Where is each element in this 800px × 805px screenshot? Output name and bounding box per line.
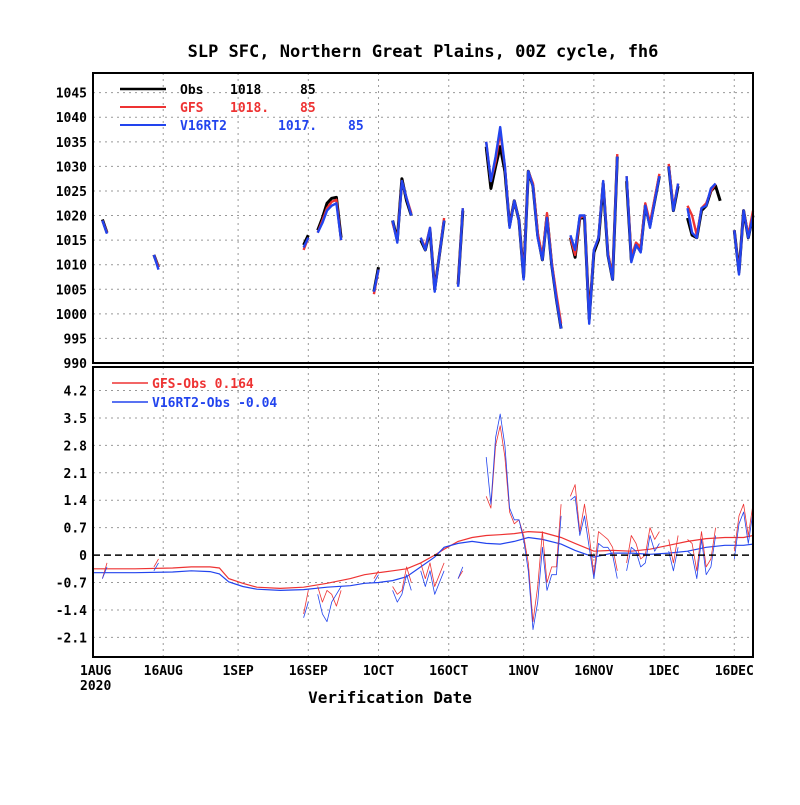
- x-tick-label: 16SEP: [289, 664, 328, 679]
- bottom-series-line-gfs-obs-daily: [317, 586, 342, 607]
- bottom-plot: -2.1 -1.4 -0.7 0 0.7 1.4 2.1 2.8 3.5 4.2 GFS-Obs …: [56, 366, 754, 694]
- bottom-y-tick-label: 0: [79, 549, 87, 564]
- chart-title: SLP SFC, Northern Great Plains, 00Z cycl…: [188, 42, 659, 62]
- top-y-tick-label: 1035: [56, 136, 87, 151]
- top-y-tick-label: 1005: [56, 283, 87, 298]
- x-tick-label: 1DEC: [648, 664, 679, 679]
- top-y-tick-label: 1030: [56, 160, 87, 175]
- bottom-y-tick-label: -2.1: [56, 631, 87, 646]
- x-tick-label: 1AUG: [80, 664, 111, 679]
- bottom-series-line-v16rt2-obs-daily: [668, 547, 679, 572]
- x-tick-label: 16DEC: [715, 664, 754, 679]
- top-series-line-v16rt2: [152, 254, 160, 270]
- bottom-series-line-v16rt2-obs-running-mean: [93, 536, 754, 592]
- bottom-series-line-gfs-obs-daily: [570, 484, 618, 576]
- legend-label-obs: Obs 1018 85: [180, 83, 316, 98]
- x-tick-label: 16AUG: [144, 664, 183, 679]
- top-series-line-v16rt2: [667, 166, 680, 212]
- top-y-tick-label: 1020: [56, 210, 87, 225]
- x-axis-label: Verification Date: [308, 688, 472, 707]
- bottom-series-line-v16rt2-obs-daily: [102, 566, 108, 579]
- bottom-y-tick-labels: -2.1 -1.4 -0.7 0 0.7 1.4 2.1 2.8 3.5 4.2: [56, 385, 87, 647]
- top-series-line-v16rt2: [625, 175, 661, 264]
- top-series-line-v16rt2: [456, 208, 464, 287]
- legend-label-gfs: GFS 1018. 85: [180, 101, 316, 116]
- legend-label-gfs-obs: GFS-Obs 0.164: [152, 377, 254, 392]
- top-y-tick-labels: 990 995 1000 1005 1010 1015 1020 1025 1030 1035 10…: [56, 87, 87, 372]
- legend-label-v16rt2-obs: V16RT2-Obs -0.04: [152, 396, 277, 411]
- top-series-line-v16rt2: [485, 125, 563, 329]
- bottom-series-line-gfs-obs-daily: [373, 570, 379, 579]
- x-tick-label: 16OCT: [429, 664, 468, 679]
- top-series-line-v16rt2: [569, 156, 619, 325]
- top-series-line-v16rt2: [316, 202, 343, 241]
- x-tick-label: 16NOV: [574, 664, 613, 679]
- bottom-series-line-gfs-obs-daily: [687, 527, 716, 572]
- bottom-series-line-v16rt2-obs-daily: [392, 574, 412, 603]
- bottom-series-line-v16rt2-obs-daily: [457, 566, 464, 579]
- bottom-y-tick-label: 1.4: [64, 494, 88, 509]
- top-gridlines: [93, 73, 753, 364]
- bottom-series-line-v16rt2-obs-daily: [733, 511, 754, 560]
- top-y-tick-label: 1040: [56, 111, 87, 126]
- x-tick-year-label: 2020: [80, 679, 111, 694]
- top-legend: Obs 1018 85 GFS 1018. 85 V16RT2 1017. 85: [120, 83, 364, 134]
- top-series-lines: [100, 125, 755, 329]
- bottom-plot-frame: [92, 366, 754, 658]
- bottom-series-line-gfs-obs-daily: [392, 566, 412, 595]
- top-y-tick-label: 995: [64, 332, 87, 347]
- bottom-y-tick-label: 4.2: [64, 385, 87, 400]
- bottom-y-tick-label: 2.1: [64, 467, 88, 482]
- bottom-series-line-gfs-obs-daily: [303, 590, 309, 614]
- bottom-series-line-gfs-obs-daily: [485, 425, 562, 623]
- bottom-y-tick-label: 0.7: [64, 522, 87, 537]
- bottom-series-line-v16rt2-obs-daily: [303, 601, 309, 618]
- top-y-tick-label: 1045: [56, 87, 87, 102]
- top-series-line-v16rt2: [419, 220, 446, 293]
- top-y-tick-label: 1025: [56, 185, 87, 200]
- bottom-series-line-v16rt2-obs-daily: [570, 495, 618, 579]
- top-series-line-v16rt2: [101, 220, 109, 235]
- bottom-legend: GFS-Obs 0.164 V16RT2-Obs -0.04: [112, 377, 277, 411]
- bottom-series-line-gfs-obs-running-mean: [93, 530, 754, 590]
- top-y-tick-label: 1000: [56, 308, 87, 323]
- bottom-series-line-v16rt2-obs-daily: [420, 570, 445, 595]
- bottom-y-tick-label: 2.8: [64, 439, 88, 454]
- x-tick-labels: 1AUG 16AUG 1SEP 16SEP 1OCT 16OCT 1NOV 16NOV 1DEC…: [80, 664, 754, 694]
- top-plot-frame: [92, 72, 754, 364]
- bottom-series-line-v16rt2-obs-daily: [485, 413, 562, 630]
- bottom-series-line-gfs-obs-daily: [668, 535, 679, 564]
- top-plot: 990 995 1000 1005 1010 1015 1020 1025 1030 1035 10…: [56, 72, 755, 372]
- bottom-series-line-v16rt2-obs-daily: [153, 562, 159, 572]
- top-y-tick-label: 1015: [56, 234, 87, 249]
- bottom-series-line-v16rt2-obs-daily: [317, 586, 342, 623]
- bottom-series-line-v16rt2-obs-daily: [373, 574, 379, 583]
- bottom-series-line-v16rt2-obs-daily: [626, 535, 660, 571]
- x-tick-label: 1NOV: [508, 664, 539, 679]
- x-tick-label: 1OCT: [363, 664, 394, 679]
- x-tick-label: 1SEP: [222, 664, 253, 679]
- bottom-gridlines: [93, 367, 753, 657]
- top-series-line-v16rt2: [686, 182, 717, 239]
- bottom-series-line-gfs-obs-daily: [153, 558, 159, 568]
- bottom-series-line-gfs-obs-daily: [626, 527, 660, 563]
- top-series-line-v16rt2: [391, 179, 413, 244]
- bottom-series-line-gfs-obs-daily: [420, 562, 445, 587]
- bottom-series-lines: [93, 413, 754, 630]
- legend-label-v16rt2: V16RT2 1017. 85: [180, 119, 364, 134]
- top-series-line-v16rt2: [733, 209, 755, 276]
- top-y-tick-label: 990: [64, 357, 88, 372]
- bottom-y-tick-label: -0.7: [56, 577, 87, 592]
- top-series-line-v16rt2: [302, 237, 310, 249]
- bottom-y-tick-label: -1.4: [56, 604, 87, 619]
- bottom-series-line-gfs-obs-daily: [733, 503, 754, 552]
- bottom-y-tick-label: 3.5: [64, 412, 87, 427]
- top-series-line-v16rt2: [372, 269, 380, 292]
- top-y-tick-label: 1010: [56, 259, 87, 274]
